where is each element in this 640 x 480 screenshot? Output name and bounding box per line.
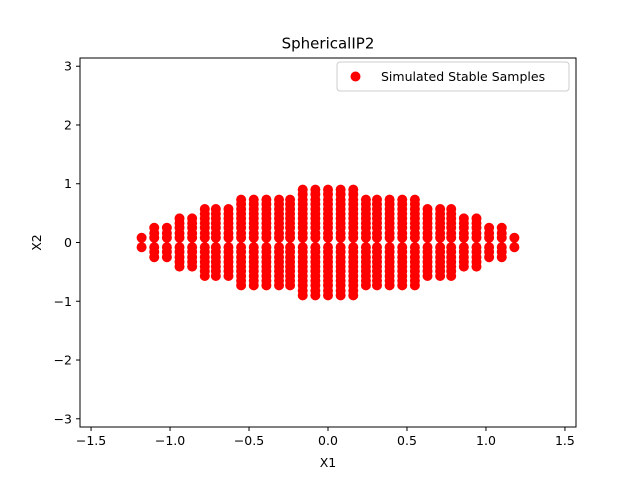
scatter-point <box>261 194 272 205</box>
scatter-point <box>285 194 296 205</box>
scatter-point <box>323 242 333 253</box>
scatter-point <box>323 184 333 195</box>
x-tick-label: 0.5 <box>397 433 417 448</box>
scatter-point <box>236 242 247 253</box>
legend-marker <box>350 71 361 82</box>
y-tick-label: 1 <box>64 176 72 191</box>
x-tick-label: −1.5 <box>76 433 106 448</box>
scatter-point <box>149 222 160 233</box>
scatter-point <box>223 242 234 253</box>
scatter-point <box>446 204 457 215</box>
scatter-point <box>174 242 185 253</box>
legend-label: Simulated Stable Samples <box>381 69 545 84</box>
scatter-point <box>484 242 495 253</box>
scatter-point <box>261 242 272 253</box>
scatter-point <box>371 242 382 253</box>
scatter-point <box>509 232 520 243</box>
scatter-point <box>458 213 469 224</box>
scatter-point <box>360 242 371 253</box>
scatter-point <box>274 242 285 253</box>
legend: Simulated Stable Samples <box>336 61 570 92</box>
scatter-point <box>274 194 285 205</box>
x-axis-label: X1 <box>320 455 337 470</box>
scatter-point <box>484 222 495 233</box>
x-axis: −1.5 −1.0 −0.5 0.0 0.5 1.0 1.5 <box>76 427 575 448</box>
scatter-point <box>422 242 433 253</box>
scatter-point <box>236 194 247 205</box>
scatter-point <box>149 242 160 253</box>
scatter-point <box>384 242 395 253</box>
scatter-point <box>310 184 321 195</box>
scatter-point <box>161 242 172 253</box>
scatter-point <box>471 213 482 224</box>
scatter-point <box>223 204 234 215</box>
plot-area <box>136 184 520 301</box>
y-tick-label: −1 <box>54 294 72 309</box>
scatter-point <box>409 194 420 205</box>
scatter-point <box>285 242 296 253</box>
scatter-point <box>174 213 185 224</box>
scatter-point <box>496 242 507 253</box>
scatter-point <box>210 204 221 215</box>
scatter-point <box>371 194 382 205</box>
chart-title: SphericalIP2 <box>282 35 375 53</box>
scatter-point <box>435 204 446 215</box>
scatter-point <box>397 194 408 205</box>
y-tick-label: 3 <box>64 59 72 74</box>
scatter-point <box>248 242 259 253</box>
scatter-point <box>335 184 346 195</box>
scatter-point <box>348 242 359 253</box>
scatter-point <box>458 242 469 253</box>
scatter-point <box>161 222 172 233</box>
scatter-point <box>348 184 359 195</box>
x-tick-label: 1.0 <box>476 433 496 448</box>
scatter-point <box>199 204 210 215</box>
scatter-point <box>409 242 420 253</box>
x-tick-label: 1.5 <box>555 433 575 448</box>
scatter-point <box>199 242 210 253</box>
y-tick-label: 0 <box>64 235 72 250</box>
scatter-point <box>297 184 308 195</box>
scatter-point <box>310 242 321 253</box>
x-tick-label: −1.0 <box>155 433 185 448</box>
scatter-point <box>446 242 457 253</box>
scatter-point <box>187 242 198 253</box>
scatter-point <box>248 194 259 205</box>
scatter-point <box>422 204 433 215</box>
x-tick-label: −0.5 <box>234 433 264 448</box>
x-tick-label: 0.0 <box>318 433 338 448</box>
scatter-point <box>496 222 507 233</box>
scatter-point <box>136 242 147 253</box>
scatter-point <box>471 242 482 253</box>
scatter-point <box>360 194 371 205</box>
y-tick-label: −3 <box>54 411 72 426</box>
y-axis-label: X2 <box>29 234 44 251</box>
y-tick-label: 2 <box>64 117 72 132</box>
scatter-point <box>210 242 221 253</box>
legend-box <box>336 61 570 92</box>
scatter-point <box>509 242 520 253</box>
y-axis: −3 −2 −1 0 1 2 3 <box>54 59 80 426</box>
scatter-point <box>136 232 147 243</box>
scatter-point <box>297 242 308 253</box>
y-tick-label: −2 <box>54 353 72 368</box>
scatter-point <box>187 213 198 224</box>
scatter-point <box>335 242 346 253</box>
scatter-point <box>397 242 408 253</box>
scatter-point <box>435 242 446 253</box>
scatter-point <box>384 194 395 205</box>
